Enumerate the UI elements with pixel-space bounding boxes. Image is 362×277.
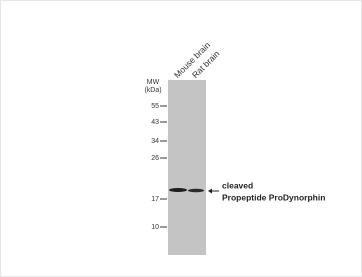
- mw-label: MW: [147, 79, 160, 86]
- marker-label: 10: [151, 224, 159, 231]
- band-mouse-brain: [169, 188, 187, 192]
- marker-label: 43: [151, 119, 159, 126]
- page: Mouse brain Rat brain MW (kDa) cleaved P…: [0, 0, 362, 277]
- blot-figure: Mouse brain Rat brain MW (kDa) cleaved P…: [0, 0, 362, 277]
- marker-label: 26: [151, 155, 159, 162]
- annotation: cleaved: [222, 180, 253, 190]
- marker-label: 34: [151, 138, 159, 145]
- marker-label: 55: [151, 103, 159, 110]
- annotation: Propeptide ProDynorphin: [222, 192, 325, 202]
- mw-unit: (kDa): [144, 87, 161, 94]
- gel-membrane: [168, 80, 206, 255]
- band-rat-brain: [188, 189, 204, 193]
- marker-label: 17: [151, 196, 159, 203]
